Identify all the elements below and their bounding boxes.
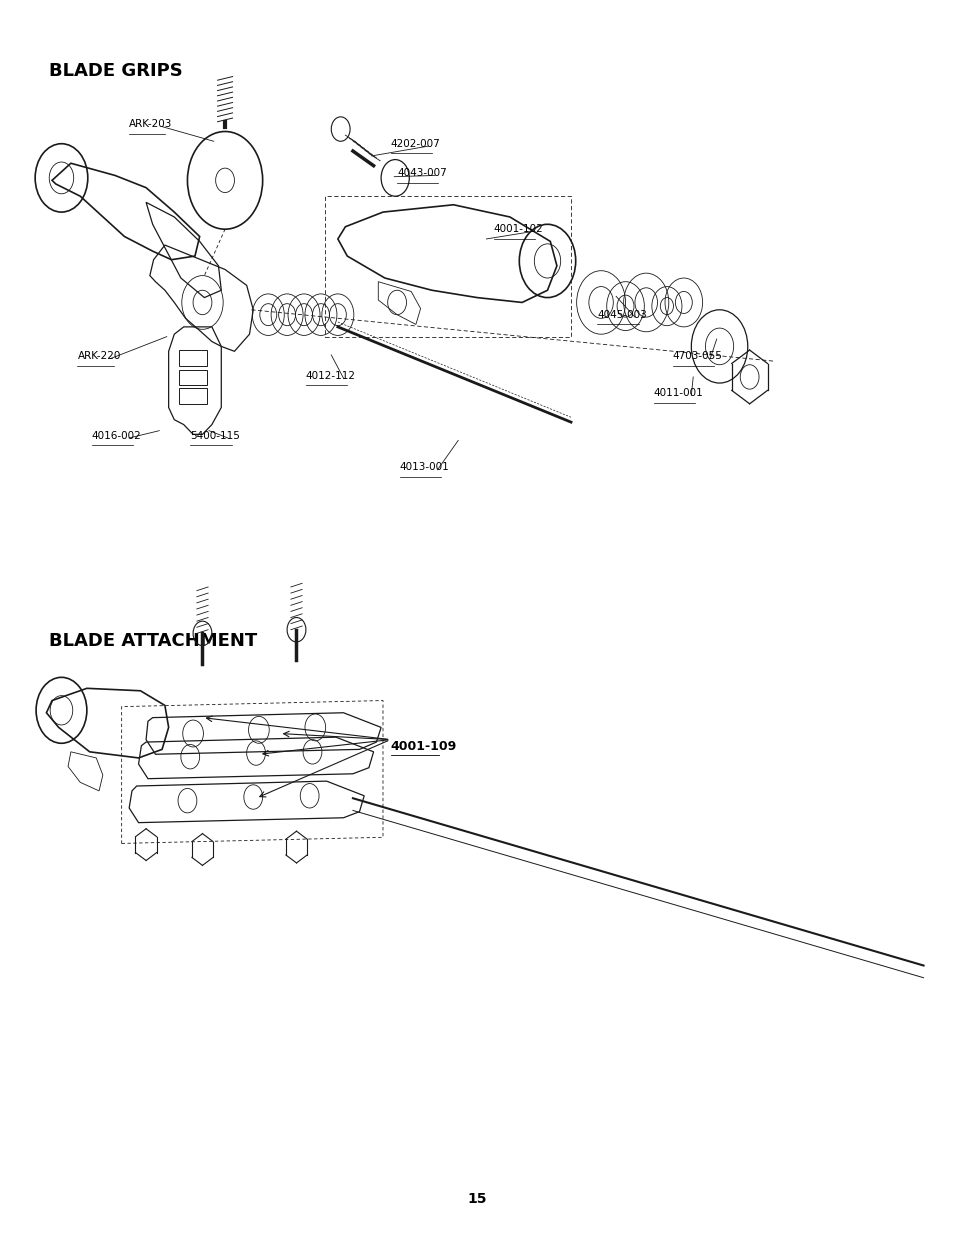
Text: 4011-001: 4011-001 (653, 388, 702, 398)
Text: 4045-003: 4045-003 (597, 310, 646, 320)
Text: 4043-007: 4043-007 (396, 168, 446, 178)
Text: 4703-055: 4703-055 (672, 351, 721, 362)
Text: 5400-115: 5400-115 (190, 431, 240, 441)
Text: 4202-007: 4202-007 (390, 138, 439, 149)
Text: 4013-001: 4013-001 (399, 462, 449, 473)
Text: BLADE GRIPS: BLADE GRIPS (50, 62, 183, 80)
Text: ARK-220: ARK-220 (77, 351, 121, 362)
Text: ARK-203: ARK-203 (129, 120, 172, 130)
Text: BLADE ATTACHMENT: BLADE ATTACHMENT (50, 632, 257, 650)
Text: 4001-102: 4001-102 (494, 225, 543, 235)
Text: 4001-109: 4001-109 (390, 740, 456, 752)
Text: 15: 15 (467, 1192, 486, 1207)
Text: 4012-112: 4012-112 (306, 370, 355, 380)
Text: 4016-002: 4016-002 (91, 431, 141, 441)
